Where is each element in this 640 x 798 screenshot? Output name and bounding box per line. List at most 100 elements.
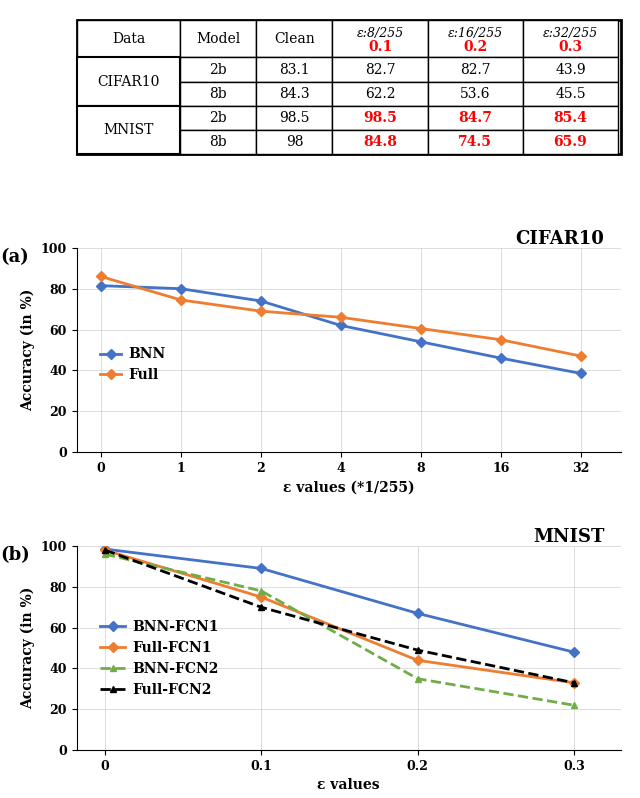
Text: 84.7: 84.7 bbox=[458, 111, 492, 124]
Full-FCN2 bbox=[101, 545, 109, 555]
Text: 98.5: 98.5 bbox=[364, 111, 397, 124]
BNN-FCN2 bbox=[257, 586, 265, 595]
Bar bbox=[256, 20, 333, 57]
Bar bbox=[77, 105, 180, 130]
Legend: BNN-FCN1, Full-FCN1, BNN-FCN2, Full-FCN2: BNN-FCN1, Full-FCN1, BNN-FCN2, Full-FCN2 bbox=[95, 614, 224, 702]
Line: BNN: BNN bbox=[97, 282, 584, 377]
Bar bbox=[180, 105, 256, 130]
Text: ε:8/255: ε:8/255 bbox=[356, 26, 404, 40]
Full-FCN2 bbox=[257, 602, 265, 612]
Bar bbox=[428, 81, 523, 105]
Bar bbox=[77, 20, 180, 57]
Bar bbox=[180, 20, 256, 57]
Y-axis label: Accuracy (in %): Accuracy (in %) bbox=[21, 587, 35, 709]
Full bbox=[257, 306, 265, 316]
Bar bbox=[256, 81, 333, 105]
Bar bbox=[180, 57, 256, 81]
Bar bbox=[428, 20, 523, 57]
BNN-FCN2 bbox=[570, 701, 578, 710]
Bar bbox=[523, 57, 618, 81]
BNN bbox=[577, 369, 585, 378]
Text: 0.1: 0.1 bbox=[368, 40, 392, 54]
Bar bbox=[428, 57, 523, 81]
Text: Model: Model bbox=[196, 32, 241, 45]
BNN-FCN2 bbox=[413, 674, 421, 683]
Legend: BNN, Full: BNN, Full bbox=[95, 342, 171, 388]
BNN-FCN1 bbox=[413, 609, 421, 618]
Bar bbox=[256, 105, 333, 130]
Text: 0.2: 0.2 bbox=[463, 40, 487, 54]
BNN-FCN1 bbox=[101, 544, 109, 554]
Text: ε:32/255: ε:32/255 bbox=[543, 26, 598, 40]
Bar bbox=[523, 130, 618, 154]
Full-FCN1 bbox=[413, 655, 421, 665]
Text: 98: 98 bbox=[285, 135, 303, 149]
Bar bbox=[256, 57, 333, 81]
Full-FCN2 bbox=[570, 678, 578, 688]
Full-FCN1 bbox=[570, 678, 578, 688]
Bar bbox=[333, 20, 428, 57]
Bar bbox=[428, 130, 523, 154]
Text: 8b: 8b bbox=[209, 87, 227, 101]
Text: CIFAR10: CIFAR10 bbox=[516, 230, 604, 247]
Bar bbox=[77, 57, 180, 105]
BNN-FCN1 bbox=[257, 563, 265, 573]
Bar bbox=[77, 57, 180, 81]
Text: 98.5: 98.5 bbox=[279, 111, 310, 124]
BNN bbox=[177, 284, 185, 294]
Full bbox=[577, 351, 585, 361]
X-axis label: ε values (*1/255): ε values (*1/255) bbox=[283, 480, 415, 494]
Bar bbox=[333, 105, 428, 130]
Bar bbox=[333, 57, 428, 81]
BNN bbox=[497, 354, 505, 363]
Full-FCN1 bbox=[101, 545, 109, 555]
Text: 82.7: 82.7 bbox=[460, 62, 491, 77]
BNN-FCN2 bbox=[101, 549, 109, 559]
Text: 2b: 2b bbox=[209, 62, 227, 77]
Text: 82.7: 82.7 bbox=[365, 62, 396, 77]
Full bbox=[337, 313, 345, 322]
Bar bbox=[77, 130, 180, 154]
Line: Full-FCN1: Full-FCN1 bbox=[102, 547, 577, 686]
Line: BNN-FCN1: BNN-FCN1 bbox=[102, 546, 577, 656]
Full-FCN1 bbox=[257, 592, 265, 602]
Text: MNIST: MNIST bbox=[533, 527, 604, 546]
Text: 84.3: 84.3 bbox=[279, 87, 310, 101]
Text: Clean: Clean bbox=[274, 32, 315, 45]
Bar bbox=[523, 81, 618, 105]
Text: (b): (b) bbox=[1, 546, 30, 564]
Text: 83.1: 83.1 bbox=[279, 62, 310, 77]
Text: CIFAR10: CIFAR10 bbox=[97, 74, 159, 89]
Line: Full-FCN2: Full-FCN2 bbox=[102, 547, 577, 686]
Bar bbox=[77, 81, 180, 105]
Bar bbox=[256, 130, 333, 154]
Text: MNIST: MNIST bbox=[103, 123, 154, 136]
Bar bbox=[428, 105, 523, 130]
Full bbox=[97, 271, 105, 281]
Line: BNN-FCN2: BNN-FCN2 bbox=[102, 551, 577, 709]
BNN bbox=[257, 296, 265, 306]
Text: ε:16/255: ε:16/255 bbox=[447, 26, 503, 40]
Bar bbox=[523, 105, 618, 130]
Text: 85.4: 85.4 bbox=[554, 111, 588, 124]
Bar bbox=[77, 105, 180, 154]
Line: Full: Full bbox=[97, 273, 584, 360]
Text: 0.3: 0.3 bbox=[559, 40, 582, 54]
Text: 74.5: 74.5 bbox=[458, 135, 492, 149]
Full bbox=[177, 295, 185, 305]
Full-FCN2 bbox=[413, 646, 421, 655]
Y-axis label: Accuracy (in %): Accuracy (in %) bbox=[21, 289, 35, 411]
BNN bbox=[337, 321, 345, 330]
Text: 84.8: 84.8 bbox=[363, 135, 397, 149]
Bar bbox=[523, 20, 618, 57]
Text: 65.9: 65.9 bbox=[554, 135, 588, 149]
Full bbox=[417, 324, 425, 334]
Bar bbox=[333, 81, 428, 105]
BNN bbox=[417, 337, 425, 346]
Bar bbox=[333, 130, 428, 154]
BNN bbox=[97, 281, 105, 290]
BNN-FCN1 bbox=[570, 647, 578, 657]
Text: 53.6: 53.6 bbox=[460, 87, 490, 101]
Text: Data: Data bbox=[112, 32, 145, 45]
Text: 8b: 8b bbox=[209, 135, 227, 149]
